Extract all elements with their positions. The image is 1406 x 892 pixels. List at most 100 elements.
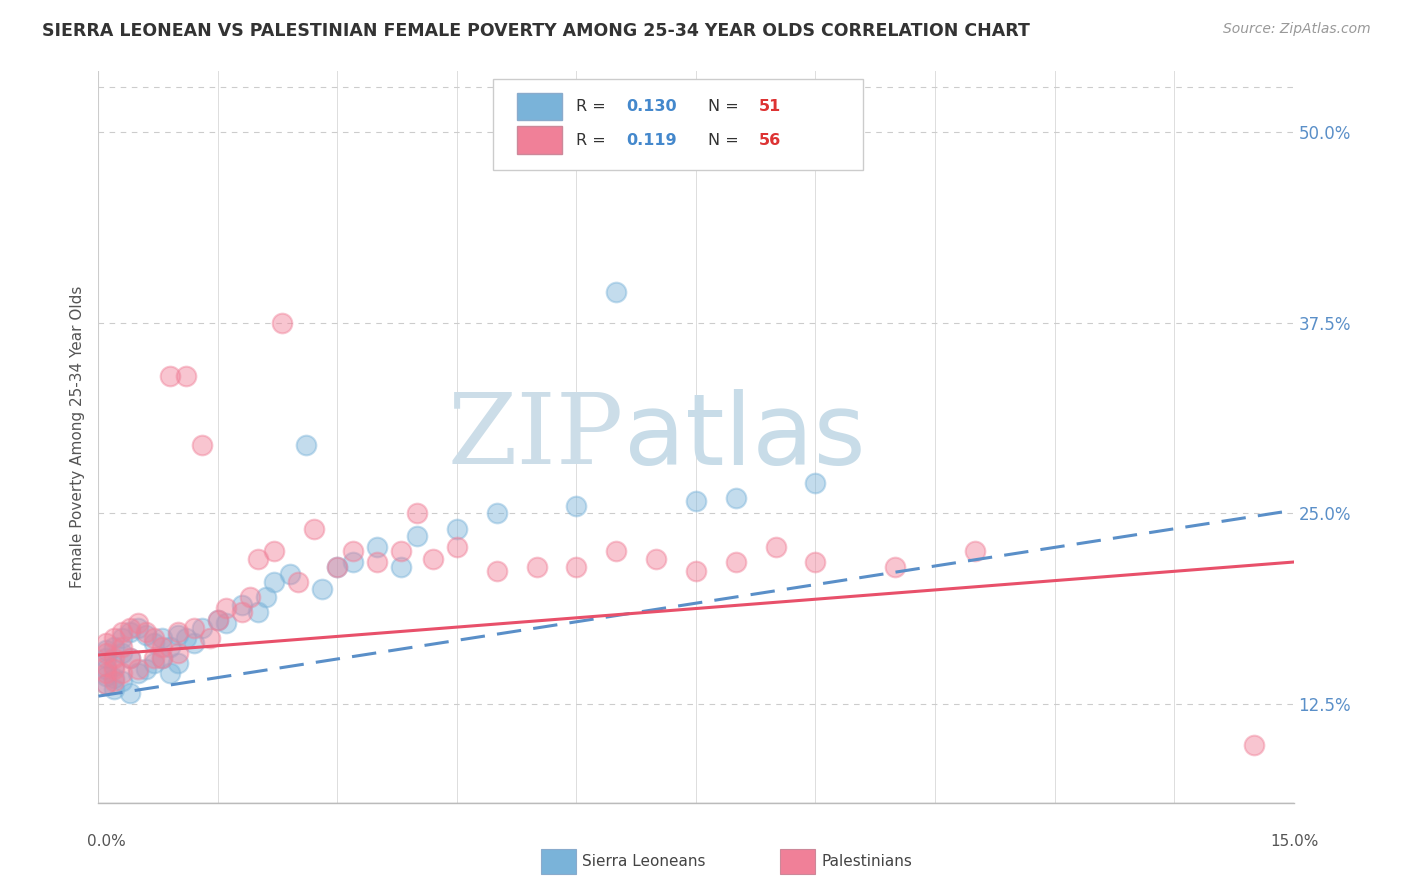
Text: 51: 51 bbox=[759, 99, 782, 114]
Point bbox=[287, 574, 309, 589]
Point bbox=[103, 662, 125, 676]
Point bbox=[302, 521, 325, 535]
Point bbox=[143, 636, 166, 650]
Point bbox=[765, 540, 787, 554]
Point bbox=[685, 564, 707, 578]
Point bbox=[406, 529, 429, 543]
Point bbox=[120, 686, 142, 700]
Point bbox=[174, 369, 197, 384]
Point bbox=[311, 582, 333, 597]
Point bbox=[565, 559, 588, 574]
Point bbox=[389, 544, 412, 558]
Point bbox=[366, 540, 388, 554]
Point bbox=[135, 628, 157, 642]
Point bbox=[198, 632, 221, 646]
Point bbox=[111, 666, 134, 681]
Point bbox=[103, 651, 125, 665]
Point bbox=[111, 647, 134, 661]
Point bbox=[565, 499, 588, 513]
Point bbox=[231, 605, 253, 619]
Point bbox=[96, 677, 118, 691]
Point bbox=[246, 605, 269, 619]
Point bbox=[120, 621, 142, 635]
Point bbox=[183, 636, 205, 650]
Point bbox=[96, 669, 118, 683]
Point bbox=[294, 438, 316, 452]
Point bbox=[191, 438, 214, 452]
Text: N =: N = bbox=[709, 133, 744, 147]
FancyBboxPatch shape bbox=[494, 78, 863, 170]
Point bbox=[167, 656, 190, 670]
Point bbox=[150, 651, 173, 665]
Bar bbox=[517, 127, 562, 154]
Point bbox=[127, 615, 149, 630]
Point bbox=[96, 658, 118, 673]
Point bbox=[246, 552, 269, 566]
Point bbox=[167, 628, 190, 642]
Point bbox=[143, 651, 166, 665]
Point bbox=[159, 369, 181, 384]
Point bbox=[127, 621, 149, 635]
Text: Source: ZipAtlas.com: Source: ZipAtlas.com bbox=[1223, 22, 1371, 37]
Point bbox=[143, 656, 166, 670]
Point bbox=[254, 590, 277, 604]
Text: 0.130: 0.130 bbox=[627, 99, 678, 114]
Point bbox=[127, 662, 149, 676]
Point bbox=[326, 559, 349, 574]
Point bbox=[127, 666, 149, 681]
Point bbox=[103, 640, 125, 655]
Point bbox=[605, 544, 627, 558]
Text: 0.119: 0.119 bbox=[627, 133, 678, 147]
Point bbox=[645, 552, 668, 566]
Bar bbox=[517, 93, 562, 120]
Point bbox=[111, 673, 134, 688]
Point bbox=[804, 555, 827, 569]
Point bbox=[207, 613, 229, 627]
Point bbox=[342, 555, 364, 569]
Point bbox=[342, 544, 364, 558]
Text: R =: R = bbox=[576, 99, 612, 114]
Point bbox=[150, 640, 173, 655]
Point bbox=[143, 632, 166, 646]
Point bbox=[111, 640, 134, 655]
Point bbox=[724, 555, 747, 569]
Point bbox=[326, 559, 349, 574]
Point bbox=[485, 564, 508, 578]
Point bbox=[1243, 738, 1265, 752]
Point bbox=[167, 625, 190, 640]
Point bbox=[167, 647, 190, 661]
Text: ZIP: ZIP bbox=[449, 389, 624, 485]
Point bbox=[724, 491, 747, 505]
Point bbox=[884, 559, 907, 574]
Y-axis label: Female Poverty Among 25-34 Year Olds: Female Poverty Among 25-34 Year Olds bbox=[69, 286, 84, 588]
Point bbox=[96, 662, 118, 676]
Point bbox=[120, 651, 142, 665]
Text: 56: 56 bbox=[759, 133, 782, 147]
Point bbox=[446, 521, 468, 535]
Point bbox=[485, 506, 508, 520]
Point bbox=[159, 666, 181, 681]
Point bbox=[96, 677, 118, 691]
Point bbox=[183, 621, 205, 635]
Point bbox=[366, 555, 388, 569]
Point bbox=[191, 621, 214, 635]
Point bbox=[135, 662, 157, 676]
Point bbox=[207, 613, 229, 627]
Point bbox=[111, 632, 134, 646]
Point bbox=[103, 658, 125, 673]
Text: R =: R = bbox=[576, 133, 612, 147]
Text: 0.0%: 0.0% bbox=[87, 834, 127, 849]
Point bbox=[215, 615, 238, 630]
Point bbox=[159, 640, 181, 655]
Point bbox=[174, 632, 197, 646]
Text: 15.0%: 15.0% bbox=[1271, 834, 1319, 849]
Point bbox=[963, 544, 986, 558]
Point bbox=[263, 574, 285, 589]
Point bbox=[96, 647, 118, 661]
Point bbox=[96, 651, 118, 665]
Point bbox=[96, 643, 118, 657]
Point bbox=[422, 552, 444, 566]
Point bbox=[103, 681, 125, 696]
Point bbox=[685, 494, 707, 508]
Point bbox=[605, 285, 627, 300]
